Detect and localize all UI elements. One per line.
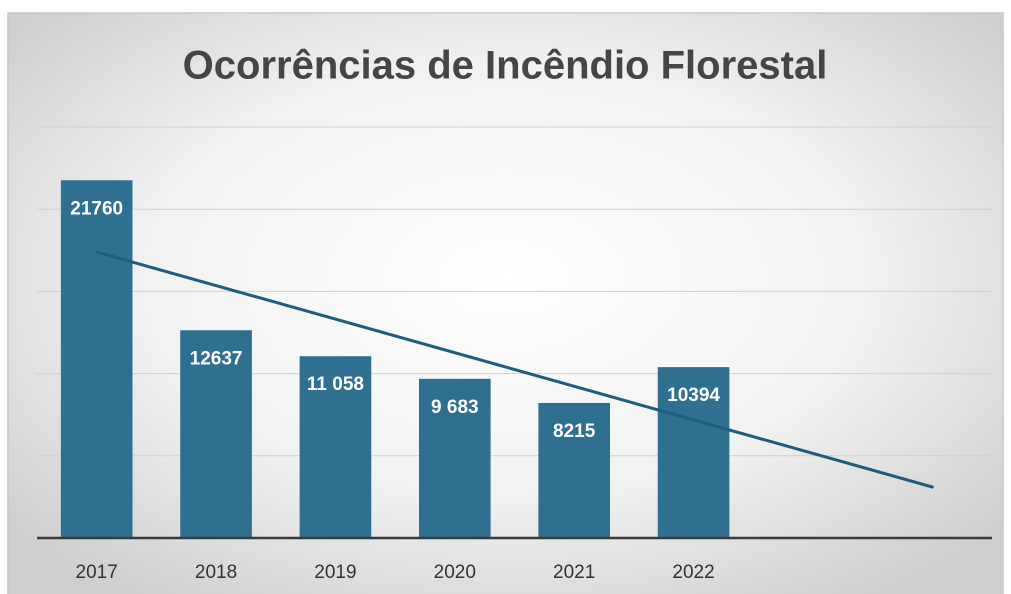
chart-title: Ocorrências de Incêndio Florestal	[183, 44, 828, 88]
x-tick-label: 2021	[553, 562, 595, 583]
value-label: 10394	[667, 385, 720, 406]
trend	[95, 250, 934, 489]
value-label: 21760	[70, 198, 123, 219]
value-label: 9 683	[431, 397, 479, 418]
value-label: 12637	[190, 348, 243, 369]
bars: 2017 21760 2018 12637 2019 11 058 2020 9 683 202…	[37, 180, 992, 583]
x-tick-label: 2019	[314, 562, 356, 583]
trendline	[95, 250, 934, 489]
x-tick-label: 2020	[434, 562, 476, 583]
x-tick-label: 2018	[195, 562, 237, 583]
value-label: 8215	[553, 421, 596, 442]
x-tick-label: 2017	[76, 562, 118, 583]
bar	[60, 180, 133, 538]
bar	[538, 402, 610, 538]
bar	[419, 378, 491, 538]
bar	[299, 356, 372, 538]
bar	[180, 330, 252, 538]
bar	[657, 367, 730, 538]
chart-background	[7, 12, 1004, 594]
value-label: 11 058	[307, 374, 364, 395]
x-tick-label: 2022	[672, 562, 714, 583]
